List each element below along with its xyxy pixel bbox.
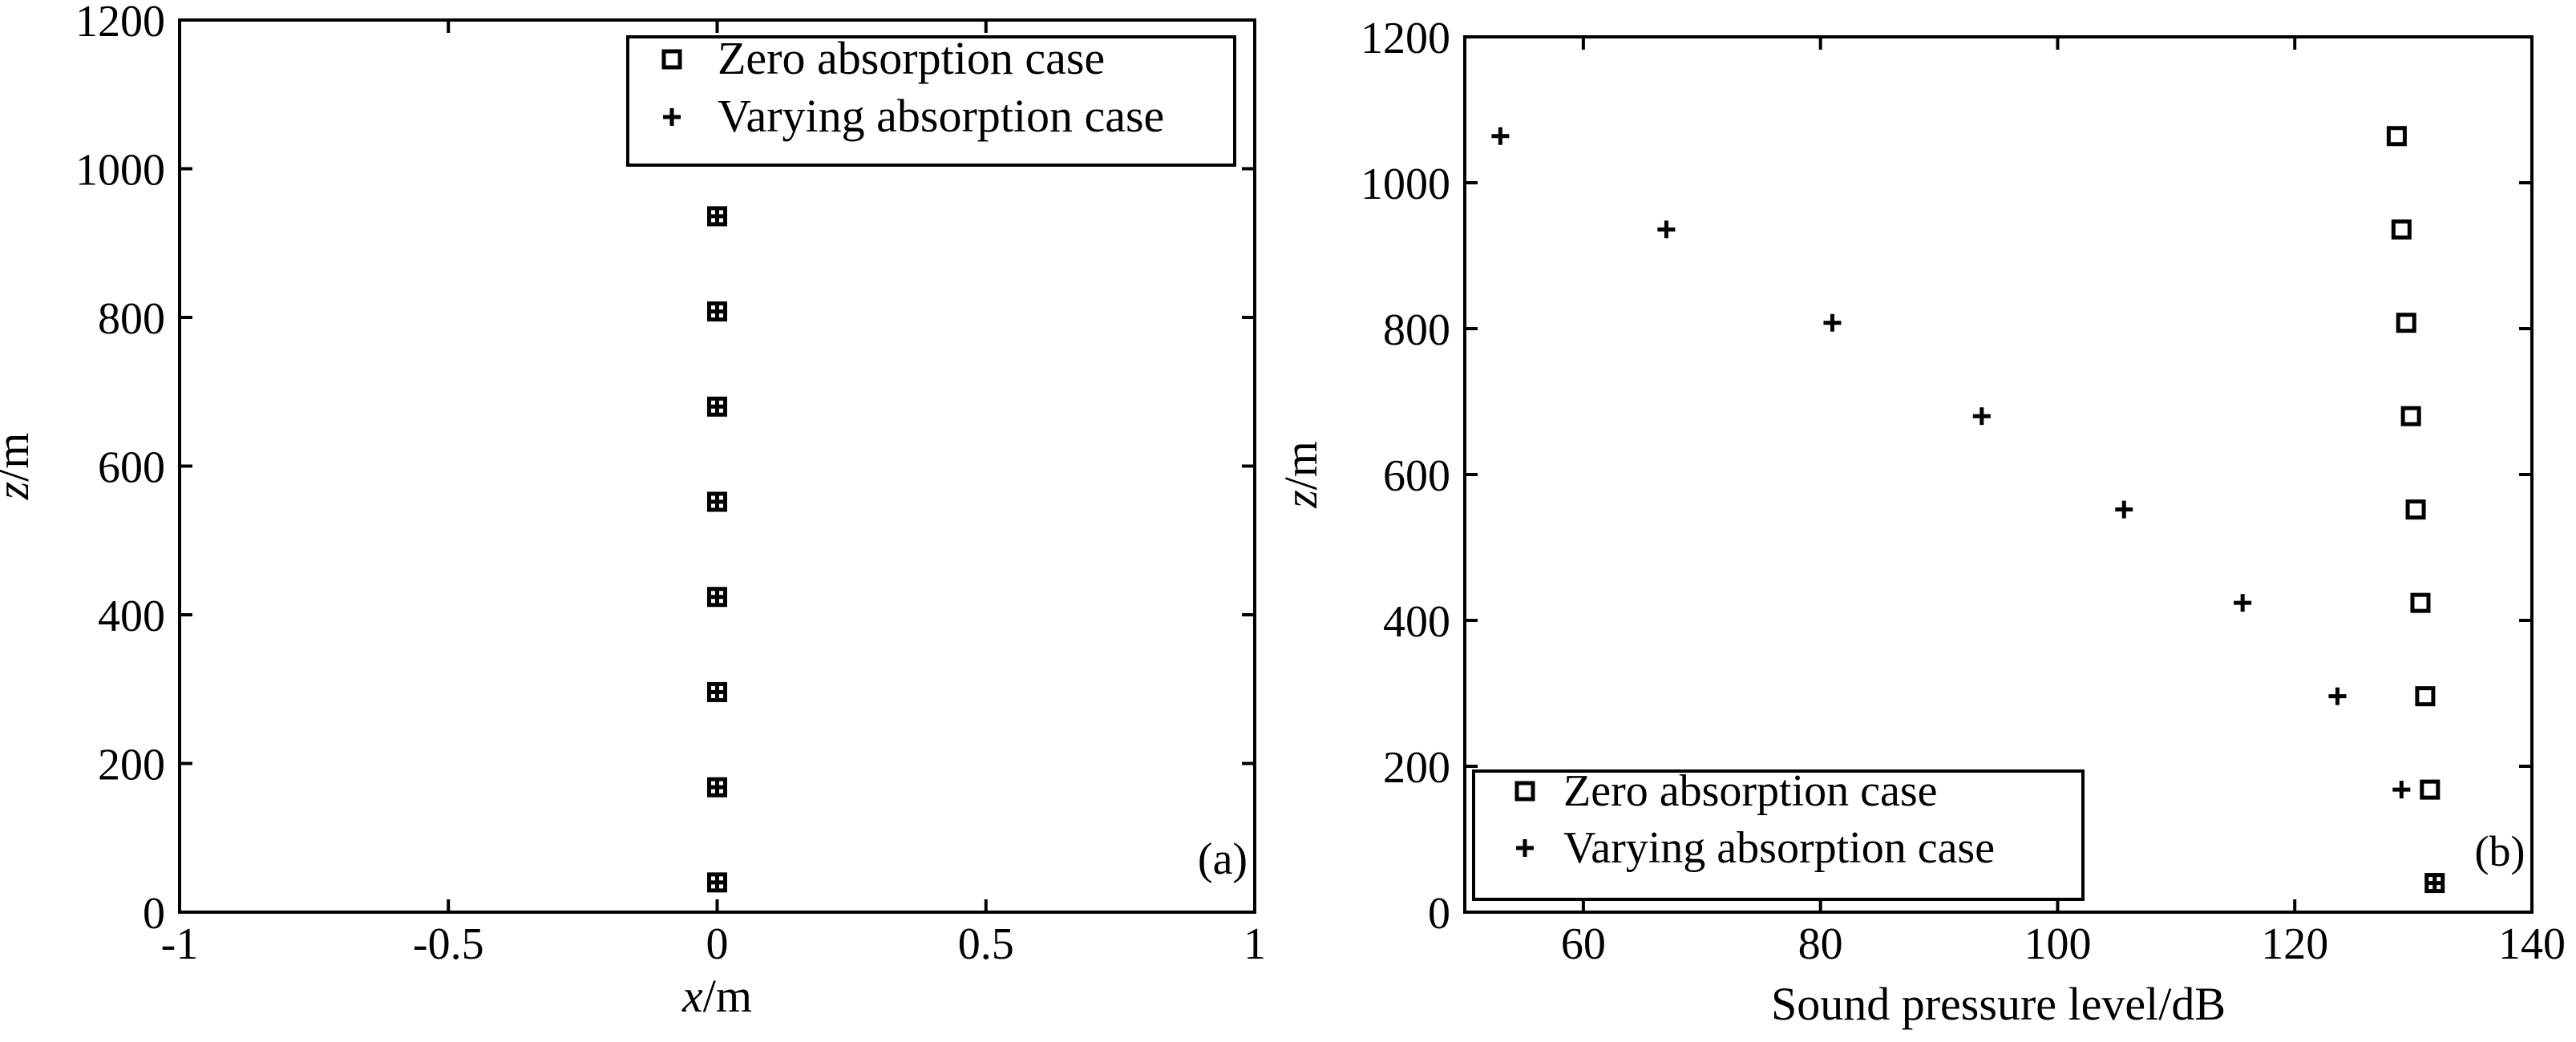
data-point-plus bbox=[2392, 781, 2411, 799]
panel-a-ylabel: z/m bbox=[0, 433, 38, 501]
data-point-square bbox=[2391, 219, 2412, 240]
legend-marker-square bbox=[661, 49, 682, 70]
data-point-plus bbox=[708, 683, 726, 701]
panel-a-ytick-label: 1000 bbox=[75, 146, 165, 196]
legend-marker-square bbox=[1514, 781, 1535, 802]
panel-b-ytick-label: 200 bbox=[1383, 743, 1450, 793]
panel-a-legend-entry: Zero absorption case bbox=[718, 32, 1105, 84]
data-point-plus bbox=[2115, 500, 2133, 519]
data-point-plus bbox=[1972, 407, 1991, 426]
panel-a-xlabel: x/m bbox=[681, 970, 752, 1022]
panel-a-xtick-label: -0.5 bbox=[413, 919, 484, 969]
data-point-plus bbox=[1657, 220, 1676, 239]
legend-marker-plus bbox=[1516, 839, 1534, 857]
legend-marker-plus bbox=[663, 108, 681, 126]
panel-b-ytick-label: 1000 bbox=[1361, 160, 1450, 209]
panel-b-ytick-label: 1200 bbox=[1361, 14, 1450, 63]
data-point-square bbox=[2386, 126, 2407, 147]
panel-a-xtick-label: 0.5 bbox=[958, 919, 1014, 969]
panel-b-xtick-label: 60 bbox=[1561, 919, 1606, 969]
panel-a-xtick-label: 0 bbox=[706, 919, 729, 969]
panel-b-xtick-label: 80 bbox=[1798, 919, 1843, 969]
panel-a-legend-entry: Varying absorption case bbox=[718, 90, 1164, 142]
data-point-plus bbox=[2425, 874, 2444, 892]
panel-b-legend-entry: Zero absorption case bbox=[1563, 766, 1937, 816]
data-point-plus bbox=[1491, 127, 1510, 145]
panel-a-xlabel-var: x bbox=[681, 970, 703, 1022]
panel-b-ytick-label: 400 bbox=[1383, 597, 1450, 647]
panel-a-ytick-label: 800 bbox=[98, 294, 165, 344]
data-point-square bbox=[2415, 686, 2436, 707]
panel-a-ylabel-unit: /m bbox=[0, 433, 38, 482]
panel-b-ytick-label: 800 bbox=[1383, 305, 1450, 355]
panel-a-xtick-label: 1 bbox=[1244, 919, 1266, 969]
panel-a-ytick-label: 400 bbox=[98, 592, 165, 641]
panel-b-panel-label: (b) bbox=[2475, 827, 2525, 875]
data-point-plus bbox=[2234, 594, 2252, 612]
panel-a-ytick-label: 200 bbox=[98, 741, 165, 790]
data-point-square bbox=[2400, 406, 2421, 426]
panel-a-ylabel-var: z bbox=[0, 482, 38, 501]
data-point-square bbox=[2420, 779, 2441, 800]
panel-b-ylabel-var: z bbox=[1275, 490, 1327, 509]
data-point-plus bbox=[708, 302, 726, 321]
panel-a-series-varying-absorption bbox=[708, 207, 726, 891]
data-point-plus bbox=[708, 778, 726, 797]
data-point-plus bbox=[708, 207, 726, 225]
panel-a-legend: Zero absorption case Varying absorption c… bbox=[626, 32, 1236, 167]
panel-b-xtick-label: 100 bbox=[2024, 919, 2091, 969]
data-point-plus bbox=[708, 873, 726, 891]
panel-a-xtick-label: -1 bbox=[161, 919, 199, 969]
panel-b-ytick-label: 0 bbox=[1428, 889, 1450, 939]
data-point-square bbox=[2405, 499, 2426, 520]
panel-b-xtick-label: 120 bbox=[2261, 919, 2328, 969]
panel-b-ytick-label: 600 bbox=[1383, 451, 1450, 501]
panel-a-ytick-label: 600 bbox=[98, 443, 165, 493]
data-point-plus bbox=[708, 588, 726, 606]
panel-a-panel-label: (a) bbox=[1198, 834, 1248, 884]
panel-b-series-zero-absorption bbox=[2386, 126, 2445, 894]
panel-b-legend-box bbox=[1472, 769, 2085, 901]
panel-b: 60 80 100 120 140 0 200 400 600 800 1000 1200 z/m Sou… bbox=[1275, 14, 2566, 1030]
panel-b-xtick-label: 140 bbox=[2498, 919, 2566, 969]
data-point-square bbox=[2396, 313, 2416, 333]
panel-b-xlabel-unit: Sound pressure level/dB bbox=[1771, 978, 2226, 1030]
panel-b-xlabel: Sound pressure level/dB bbox=[1771, 978, 2226, 1030]
panel-a-legend-box bbox=[626, 35, 1236, 167]
data-point-plus bbox=[708, 398, 726, 416]
panel-b-legend-entry: Varying absorption case bbox=[1563, 823, 1995, 873]
panel-b-legend: Zero absorption case Varying absorption c… bbox=[1472, 766, 2085, 901]
data-point-plus bbox=[708, 493, 726, 511]
data-point-square bbox=[2410, 592, 2431, 613]
panel-a-ytick-label: 1200 bbox=[75, 0, 165, 46]
panel-b-series-varying-absorption bbox=[1491, 127, 2444, 892]
panel-b-ylabel: z/m bbox=[1275, 441, 1327, 509]
panel-b-ylabel-unit: /m bbox=[1275, 441, 1327, 490]
panel-a: -1-0.500.51020040060080010001200z/mx/m(a… bbox=[0, 0, 1266, 1022]
panel-a-ytick-label: 0 bbox=[143, 889, 165, 939]
data-point-plus bbox=[1823, 313, 1842, 332]
panel-a-xlabel-unit: /m bbox=[703, 970, 752, 1022]
data-point-plus bbox=[2328, 687, 2347, 705]
